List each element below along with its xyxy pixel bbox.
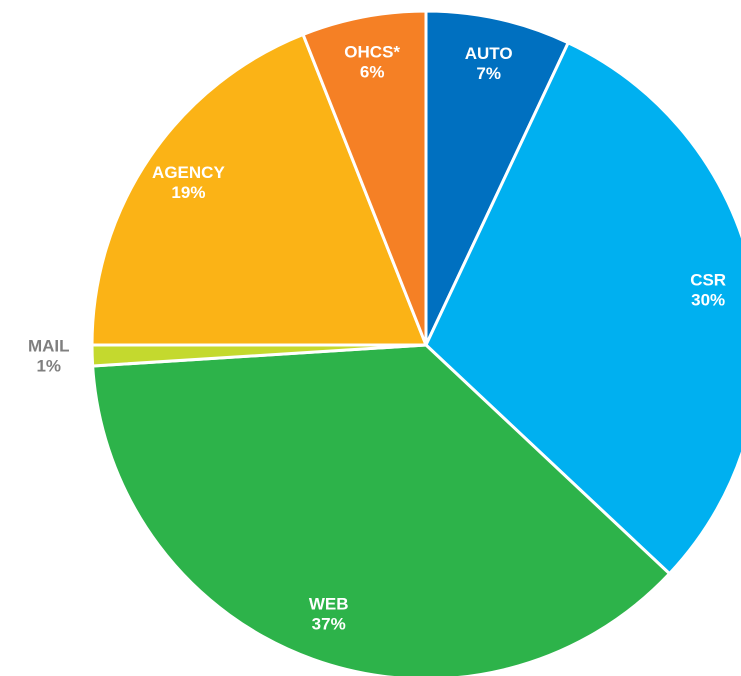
slice-label: CSR	[690, 271, 726, 290]
slice-label: WEB	[309, 595, 349, 614]
pie-slice	[424, 9, 571, 346]
slice-value-label: 30%	[691, 291, 725, 310]
slice-value-label: 7%	[476, 64, 501, 83]
pie-slice	[301, 9, 428, 346]
slice-label: MAIL	[28, 336, 70, 355]
slice-value-label: 19%	[171, 183, 205, 202]
pie-slice	[424, 40, 741, 576]
slice-label: AGENCY	[152, 163, 225, 182]
pie-slice	[91, 343, 672, 676]
slice-value-label: 6%	[360, 62, 385, 81]
pie-slice	[90, 32, 429, 347]
slice-value-label: 37%	[312, 615, 346, 634]
slice-label: AUTO	[465, 44, 513, 63]
slice-label: OHCS*	[344, 42, 400, 61]
slice-value-label: 1%	[36, 356, 61, 375]
